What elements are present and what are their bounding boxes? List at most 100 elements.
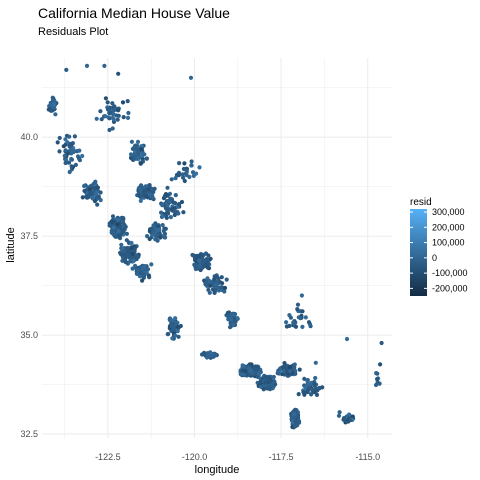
data-point [55,140,60,145]
data-point [344,336,350,342]
data-point [116,228,121,234]
data-point [341,417,346,422]
data-point [106,115,111,120]
data-point [309,392,314,397]
data-point [133,143,138,148]
grid-lines [42,58,392,438]
x-axis-ticks: -122.5 -120.0 -117.5 -115.0 [95,452,380,462]
data-point [225,310,230,315]
data-point [305,381,310,386]
data-point [63,148,68,153]
data-point [109,230,114,235]
data-point [160,202,165,207]
data-point [98,190,103,195]
data-point [125,115,131,120]
data-point [159,210,164,215]
data-point [147,229,152,234]
data-point [181,175,186,180]
data-point [219,275,224,280]
data-point [129,139,134,144]
data-point [169,324,174,329]
data-point [105,100,110,105]
data-point [176,211,181,216]
data-point [374,371,379,376]
data-point [136,149,141,155]
data-point [254,367,259,372]
data-point [296,419,301,424]
data-point [96,195,101,200]
data-point [110,115,115,120]
data-point [231,312,236,317]
data-point [172,212,177,218]
data-point [160,223,165,228]
data-point [172,209,177,214]
y-axis-label: latitude [5,227,17,262]
data-point [53,112,58,117]
data-point [187,174,192,180]
x-axis-label: longitude [195,464,240,476]
data-point [232,319,237,324]
data-point [313,375,318,381]
data-point [125,99,130,104]
data-point [308,386,313,391]
data-point [264,378,269,383]
data-point [138,188,143,193]
data-point [169,177,174,182]
data-point [216,288,221,293]
data-point [212,284,217,289]
data-point [193,264,198,269]
data-point [129,240,134,246]
data-point [181,210,186,215]
data-point [205,353,210,359]
y-tick-label: 37.5 [20,231,38,241]
data-point [175,329,180,334]
x-tick-label: -115.0 [355,452,380,462]
data-point [275,371,280,376]
data-point [142,264,147,269]
data-point [115,117,120,122]
data-point [158,235,163,240]
data-point [138,270,143,275]
data-point [197,165,202,170]
data-point [142,191,147,196]
data-point [110,219,115,224]
data-point [163,192,169,197]
data-point [141,274,146,279]
data-point [119,252,124,257]
data-point [116,108,121,113]
data-point [105,107,111,112]
data-point [147,183,152,188]
data-point [297,367,302,372]
data-point [117,233,122,238]
data-point [287,365,292,370]
legend: resid 300,000 200,000 100,000 0 -100,000 -200… [410,197,468,296]
data-point [136,268,141,273]
data-point [120,219,125,224]
data-point [121,115,126,120]
data-point [173,193,178,198]
data-point [176,334,181,339]
data-point [281,365,286,370]
data-point [317,386,322,391]
legend-tick-label: 0 [432,253,437,263]
data-point [123,257,128,262]
data-point [133,255,138,260]
data-point [160,213,165,219]
data-point [300,309,305,314]
data-point [180,172,185,177]
data-point [62,153,67,158]
data-point [205,276,210,281]
data-point [177,202,182,207]
data-point [218,285,223,290]
data-point [69,164,74,169]
data-point [306,320,312,325]
data-point [149,262,154,267]
scatter-points [46,63,384,430]
data-point [46,107,51,112]
data-point [119,242,124,247]
data-point [177,161,182,166]
data-point [152,186,157,191]
data-point [188,75,194,80]
legend-tick-label: -200,000 [432,283,468,293]
data-point [176,173,181,178]
